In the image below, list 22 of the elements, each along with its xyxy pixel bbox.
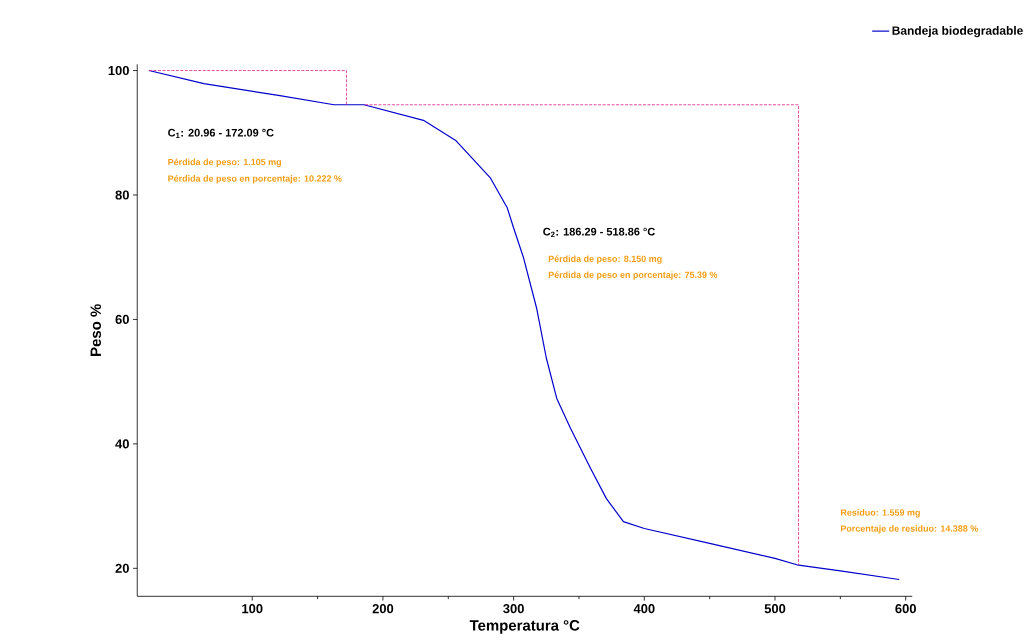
y-tick-label: 40 [115,439,129,449]
annotation: Pérdida de peso: 8.150 mg [548,255,662,264]
legend-label: Bandeja biodegradable [892,26,1023,38]
y-tick-label: 100 [108,65,129,76]
y-axis-title: Peso % [90,304,102,356]
x-tick-label: 200 [372,604,394,614]
annotation: C$_{1}$: 20.96 - 172.09 °C [168,128,274,139]
x-tick-label: 600 [895,604,916,614]
y-tick-label: 20 [115,563,129,573]
x-tick-label: 400 [633,604,655,614]
y-tick-label: 80 [115,190,129,200]
annotation: Residuo: 1.559 mg [840,509,920,518]
annotation: Pérdida de peso: 1.105 mg [168,158,281,167]
annotation: Pérdida de peso en porcentaje: 10.222 % [168,175,342,184]
annotation: C$_{2}$: 186.29 - 518.86 °C [543,227,655,238]
x-tick-label: 300 [503,604,524,614]
x-axis-title: Temperatura °C [469,620,580,634]
x-tick-label: 500 [764,604,786,614]
annotation: Pérdida de peso en porcentaje: 75.39 % [548,271,718,280]
y-tick-label: 60 [115,314,129,325]
x-tick-label: 100 [242,604,263,614]
annotation: Porcentaje de residuo: 14.388 % [840,525,978,534]
